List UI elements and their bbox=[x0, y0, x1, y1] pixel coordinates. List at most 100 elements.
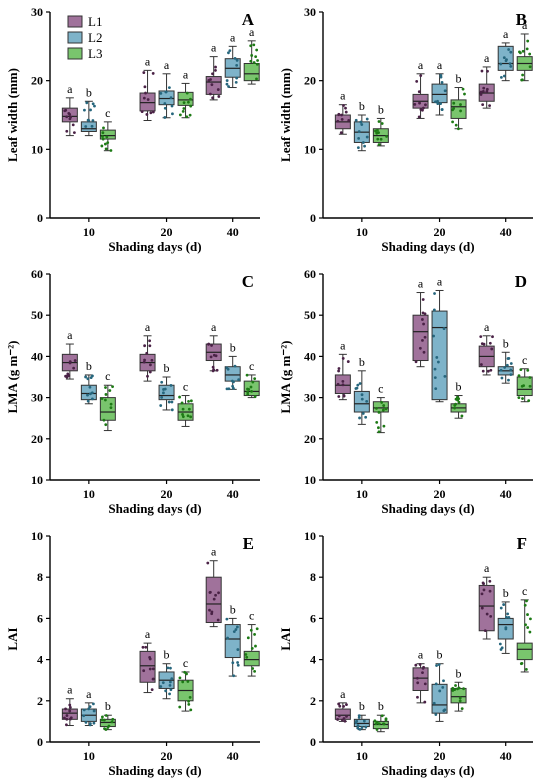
data-point bbox=[433, 376, 437, 380]
panel-label: A bbox=[242, 10, 255, 29]
data-point bbox=[344, 106, 347, 110]
data-point bbox=[517, 396, 521, 400]
data-point bbox=[341, 383, 345, 387]
data-point bbox=[500, 376, 504, 380]
data-point bbox=[364, 725, 368, 729]
box-L1-10: a bbox=[334, 687, 351, 723]
data-point bbox=[490, 347, 494, 351]
data-point bbox=[414, 360, 418, 364]
data-point bbox=[488, 589, 492, 593]
data-point bbox=[159, 91, 163, 95]
data-point bbox=[109, 149, 113, 152]
y-tick-label: 4 bbox=[310, 653, 316, 667]
y-tick-label: 60 bbox=[304, 267, 316, 281]
data-point bbox=[235, 625, 239, 629]
data-point bbox=[525, 47, 529, 51]
y-tick-label: 2 bbox=[310, 694, 316, 708]
y-tick-label: 10 bbox=[31, 473, 43, 487]
data-point bbox=[245, 373, 249, 377]
data-point bbox=[460, 414, 464, 418]
legend-swatch-L1 bbox=[67, 15, 83, 28]
box-L3-40: c bbox=[516, 353, 533, 403]
data-point bbox=[421, 671, 424, 674]
significance-letter: b bbox=[456, 666, 462, 680]
data-point bbox=[214, 69, 217, 72]
data-point bbox=[358, 727, 362, 731]
data-point bbox=[356, 726, 360, 730]
data-point bbox=[102, 418, 106, 422]
data-point bbox=[104, 386, 107, 389]
y-tick-label: 30 bbox=[31, 391, 43, 405]
data-point bbox=[357, 714, 361, 718]
data-point bbox=[148, 370, 152, 374]
data-point bbox=[526, 613, 529, 616]
data-point bbox=[104, 147, 108, 151]
data-point bbox=[178, 705, 182, 709]
data-point bbox=[253, 669, 257, 673]
data-point bbox=[521, 73, 525, 77]
data-point bbox=[212, 368, 216, 372]
data-point bbox=[252, 43, 256, 47]
data-point bbox=[458, 699, 462, 703]
data-point bbox=[491, 335, 494, 339]
data-point bbox=[337, 714, 341, 718]
box-L3-10: c bbox=[99, 106, 116, 152]
data-point bbox=[225, 387, 229, 391]
data-point bbox=[509, 368, 513, 372]
data-point bbox=[337, 395, 341, 398]
data-point bbox=[152, 677, 155, 681]
data-point bbox=[232, 386, 235, 390]
data-point bbox=[421, 667, 425, 670]
box-L2-40: b bbox=[224, 340, 241, 391]
significance-letter: a bbox=[418, 648, 424, 662]
data-point bbox=[142, 360, 146, 364]
data-point bbox=[356, 146, 360, 150]
significance-letter: a bbox=[437, 274, 443, 288]
data-point bbox=[246, 390, 250, 394]
data-point bbox=[187, 400, 190, 403]
box-body bbox=[450, 99, 467, 119]
data-point bbox=[358, 382, 362, 385]
data-point bbox=[377, 430, 381, 434]
x-tick-label: 20 bbox=[434, 487, 446, 501]
data-point bbox=[489, 614, 493, 618]
x-tick-label: 10 bbox=[83, 487, 95, 501]
data-point bbox=[502, 74, 506, 78]
significance-letter: a bbox=[503, 27, 509, 41]
data-point bbox=[499, 368, 503, 372]
data-point bbox=[434, 713, 438, 716]
significance-letter: c bbox=[105, 369, 110, 383]
data-point bbox=[376, 137, 380, 141]
data-point bbox=[437, 663, 441, 666]
significance-letter: a bbox=[211, 320, 217, 334]
data-point bbox=[67, 374, 71, 377]
data-point bbox=[87, 707, 91, 711]
data-point bbox=[168, 680, 172, 684]
box-L1-40: a bbox=[478, 561, 495, 640]
data-point bbox=[482, 588, 486, 592]
data-point bbox=[377, 722, 381, 726]
legend-label-L2: L2 bbox=[88, 30, 102, 45]
data-point bbox=[63, 716, 66, 720]
data-point bbox=[86, 393, 89, 397]
data-point bbox=[111, 385, 114, 389]
data-point bbox=[463, 92, 466, 96]
data-point bbox=[439, 102, 442, 106]
data-point bbox=[357, 130, 361, 133]
significance-letter: a bbox=[340, 89, 346, 103]
data-point bbox=[92, 709, 96, 713]
data-point bbox=[379, 137, 383, 141]
data-point bbox=[225, 79, 229, 82]
legend-swatch-L2 bbox=[67, 31, 83, 44]
box-body bbox=[478, 584, 495, 632]
data-point bbox=[226, 367, 230, 371]
significance-letter: b bbox=[378, 102, 384, 116]
data-point bbox=[100, 144, 104, 148]
data-point bbox=[438, 689, 442, 693]
data-point bbox=[68, 717, 72, 721]
data-point bbox=[421, 318, 424, 321]
data-point bbox=[250, 389, 253, 393]
x-tick-label: 20 bbox=[434, 749, 446, 763]
y-tick-label: 0 bbox=[37, 211, 43, 225]
box-L2-40: a bbox=[224, 30, 241, 89]
